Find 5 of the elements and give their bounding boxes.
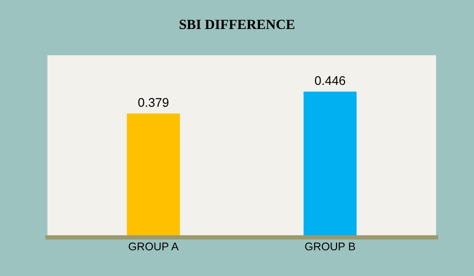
chart-title: SBI DIFFERENCE: [180, 20, 294, 30]
data-label: 0.379: [138, 98, 168, 107]
x-tick-label: GROUP B: [305, 242, 356, 250]
data-label: 0.446: [314, 76, 346, 85]
x-tick-label: GROUP A: [128, 242, 179, 250]
